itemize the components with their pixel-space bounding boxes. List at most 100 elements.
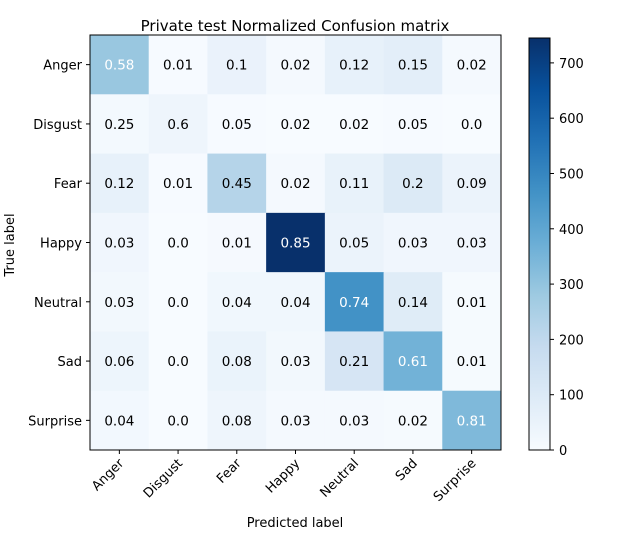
heatmap-cell <box>383 390 443 451</box>
heatmap-cell <box>148 153 208 214</box>
cell-value-label: 0.09 <box>457 176 487 192</box>
cell-value-label: 0.0 <box>461 117 482 133</box>
cell-value-label: 0.01 <box>457 354 487 370</box>
heatmap-cell <box>442 331 502 392</box>
heatmap-cell <box>207 94 267 155</box>
cell-value-label: 0.45 <box>222 176 252 192</box>
cell-value-label: 0.58 <box>104 58 134 74</box>
heatmap-cell <box>266 35 326 95</box>
heatmap-cell <box>207 153 267 214</box>
heatmap-cell <box>324 272 385 332</box>
heatmap-cell <box>324 35 385 95</box>
cell-value-label: 0.21 <box>339 354 369 370</box>
cell-value-label: 0.0 <box>167 354 188 370</box>
cell-value-label: 0.01 <box>457 295 487 311</box>
heatmap-cell <box>383 272 443 332</box>
heatmap-cell <box>266 212 326 273</box>
cell-value-label: 0.02 <box>457 58 487 74</box>
colorbar <box>528 37 551 451</box>
x-tick-label: Happy <box>263 456 303 496</box>
heatmap-cell <box>90 390 150 451</box>
heatmap-cells: 0.58 0.01 0.1 0.02 0.12 0.15 0.02 0.25 0.6 0.05 0.… <box>90 35 502 451</box>
colorbar-tick-label: 700 <box>559 57 584 72</box>
cell-value-label: 0.03 <box>280 354 310 370</box>
heatmap-cell <box>90 272 150 332</box>
cell-value-label: 0.02 <box>339 117 369 133</box>
x-tick-label: Sad <box>393 456 421 484</box>
heatmap-cell <box>148 390 208 451</box>
cell-value-label: 0.12 <box>339 58 369 74</box>
x-tick-label: Neutral <box>318 456 363 501</box>
cell-value-label: 0.61 <box>398 354 428 370</box>
x-tick-label: Surprise <box>431 456 480 505</box>
heatmap-cell <box>207 331 267 392</box>
cell-value-label: 0.04 <box>222 295 252 311</box>
cell-value-label: 0.11 <box>339 176 369 192</box>
cell-value-label: 0.03 <box>104 295 134 311</box>
heatmap-cell <box>207 35 267 95</box>
heatmap-cell <box>266 153 326 214</box>
colorbar-tick-label: 600 <box>559 112 584 127</box>
heatmap-cell <box>442 35 502 95</box>
cell-value-label: 0.03 <box>104 236 134 252</box>
y-tick-label: Surprise <box>28 414 82 429</box>
heatmap-cell <box>266 94 326 155</box>
heatmap-cell <box>266 390 326 451</box>
y-tick-label: Fear <box>54 177 83 192</box>
colorbar-tick-label: 400 <box>559 223 584 238</box>
cell-value-label: 0.25 <box>104 117 134 133</box>
cell-value-label: 0.04 <box>280 295 310 311</box>
heatmap-cell <box>442 272 502 332</box>
heatmap-cell <box>324 212 385 273</box>
colorbar-tick-label: 500 <box>559 167 584 182</box>
cell-value-label: 0.2 <box>402 176 423 192</box>
cell-value-label: 0.01 <box>163 58 193 74</box>
heatmap-cell <box>148 272 208 332</box>
cell-value-label: 0.81 <box>457 413 487 429</box>
y-axis-label: True label <box>3 213 18 277</box>
heatmap-cell <box>266 272 326 332</box>
heatmap-cell <box>148 212 208 273</box>
heatmap-cell <box>266 331 326 392</box>
y-tick-label: Disgust <box>33 118 82 133</box>
cell-value-label: 0.0 <box>167 295 188 311</box>
cell-value-label: 0.08 <box>222 413 252 429</box>
heatmap-cell <box>383 94 443 155</box>
x-tick-label: Anger <box>89 456 127 494</box>
x-axis-ticks: Anger Disgust Fear Happy Neutral Sad Surprise <box>89 450 479 505</box>
y-tick-label: Sad <box>58 355 82 370</box>
cell-value-label: 0.08 <box>222 354 252 370</box>
cell-value-label: 0.12 <box>104 176 134 192</box>
cell-value-label: 0.0 <box>167 413 188 429</box>
x-tick-label: Fear <box>214 456 245 487</box>
heatmap-cell <box>90 35 150 95</box>
colorbar-ticks: 0 100 200 300 400 500 600 700 <box>550 57 584 459</box>
heatmap-cell <box>383 35 443 95</box>
heatmap-cell <box>148 94 208 155</box>
heatmap-cell <box>442 153 502 214</box>
cell-value-label: 0.01 <box>222 236 252 252</box>
cell-value-label: 0.6 <box>167 117 188 133</box>
cell-value-label: 0.0 <box>167 236 188 252</box>
cell-value-label: 0.02 <box>280 176 310 192</box>
heatmap-cell <box>442 212 502 273</box>
cell-value-label: 0.74 <box>339 295 369 311</box>
cell-value-label: 0.04 <box>104 413 134 429</box>
cell-value-label: 0.02 <box>398 413 428 429</box>
heatmap-cell <box>442 390 502 451</box>
cell-value-label: 0.05 <box>398 117 428 133</box>
y-tick-label: Happy <box>40 237 82 252</box>
colorbar-tick-label: 0 <box>559 444 567 459</box>
heatmap-cell <box>383 212 443 273</box>
cell-value-label: 0.14 <box>398 295 428 311</box>
y-axis-ticks: Anger Disgust Fear Happy Neutral Sad Surprise <box>28 59 90 429</box>
cell-value-label: 0.06 <box>104 354 134 370</box>
heatmap-cell <box>148 331 208 392</box>
colorbar-tick-label: 300 <box>559 278 584 293</box>
y-tick-label: Neutral <box>34 296 82 311</box>
colorbar-tick-label: 200 <box>559 333 584 348</box>
colorbar-tick-label: 100 <box>559 389 584 404</box>
heatmap-cell <box>383 331 443 392</box>
heatmap-cell <box>90 331 150 392</box>
